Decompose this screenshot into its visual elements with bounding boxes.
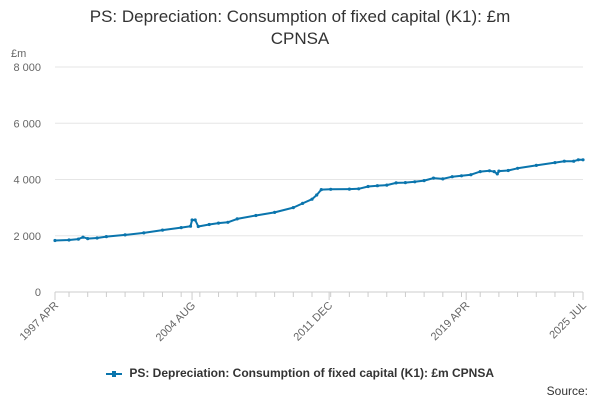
- series-line: [54, 158, 583, 242]
- data-point: [207, 222, 211, 227]
- data-point: [403, 181, 407, 185]
- data-point: [576, 158, 580, 162]
- data-point: [516, 166, 520, 170]
- data-point: [179, 226, 183, 230]
- data-point: [581, 158, 585, 162]
- data-point: [196, 224, 200, 229]
- data-point: [273, 210, 277, 214]
- data-point: [310, 197, 314, 201]
- data-point: [329, 187, 333, 191]
- data-point: [366, 184, 370, 189]
- data-point: [506, 168, 510, 173]
- data-point: [104, 235, 108, 239]
- data-point: [216, 221, 221, 225]
- data-point: [497, 169, 501, 173]
- data-point: [347, 187, 351, 191]
- x-tick-label: 2019 APR: [429, 300, 473, 344]
- data-point: [492, 170, 496, 174]
- data-point: [76, 237, 80, 241]
- data-point: [254, 213, 258, 218]
- chart-title-line2: CPNSA: [270, 29, 330, 48]
- data-point: [450, 175, 454, 179]
- data-point: [495, 172, 499, 176]
- x-tick-label: 2011 DEC: [291, 300, 335, 344]
- data-point: [487, 169, 492, 173]
- data-point: [291, 206, 295, 210]
- data-point: [123, 233, 127, 237]
- y-tick-label: 4 000: [13, 175, 41, 187]
- x-axis: 1997 APR 2004 AUG 2011 DEC 2019 APR 2025 JUL: [18, 291, 589, 344]
- x-tick-label: 1997 APR: [18, 300, 62, 344]
- y-axis-label: £m: [11, 48, 26, 60]
- y-tick-label: 6 000: [13, 118, 41, 130]
- data-point: [67, 238, 71, 242]
- data-point: [572, 159, 576, 163]
- legend-line-swatch-icon: [105, 370, 122, 377]
- y-tick-label: 0: [35, 287, 41, 299]
- data-point: [357, 187, 361, 191]
- y-axis: 0 2 000 4 000 6 000 8 000 £m: [11, 48, 41, 299]
- data-point: [385, 183, 389, 187]
- chart-title-line1: PS: Depreciation: Consumption of fixed c…: [89, 7, 511, 26]
- data-point: [188, 224, 193, 228]
- series-group: [53, 158, 585, 243]
- data-point: [190, 218, 194, 222]
- data-point: [459, 174, 464, 178]
- data-point: [86, 237, 90, 241]
- data-point: [81, 235, 85, 239]
- data-point: [413, 180, 417, 184]
- data-point: [95, 236, 99, 240]
- data-point: [553, 161, 557, 165]
- x-tick-label: 2004 AUG: [154, 300, 198, 344]
- chart-title: PS: Depreciation: Consumption of fixed c…: [0, 6, 600, 50]
- data-point: [226, 220, 230, 224]
- x-tick-label: 2025 JUL: [547, 300, 589, 342]
- data-point: [534, 163, 538, 167]
- data-point: [478, 170, 482, 174]
- data-point: [319, 188, 323, 192]
- data-point: [235, 217, 239, 221]
- data-point: [53, 238, 57, 243]
- data-point: [394, 181, 398, 185]
- data-point: [562, 159, 566, 163]
- data-point: [375, 184, 379, 188]
- data-point: [422, 179, 426, 183]
- y-tick-label: 8 000: [13, 62, 41, 74]
- legend-label: PS: Depreciation: Consumption of fixed c…: [129, 366, 495, 380]
- data-point: [315, 193, 319, 197]
- y-tick-label: 2 000: [13, 231, 41, 243]
- data-point: [142, 231, 146, 235]
- data-point: [469, 173, 473, 177]
- gridlines: [55, 66, 583, 293]
- data-point: [431, 176, 436, 180]
- legend[interactable]: PS: Depreciation: Consumption of fixed c…: [0, 366, 600, 380]
- data-point: [301, 201, 305, 205]
- data-point: [441, 177, 445, 181]
- source-label: Source:: [546, 384, 588, 398]
- data-point: [193, 218, 197, 222]
- data-point: [160, 228, 165, 232]
